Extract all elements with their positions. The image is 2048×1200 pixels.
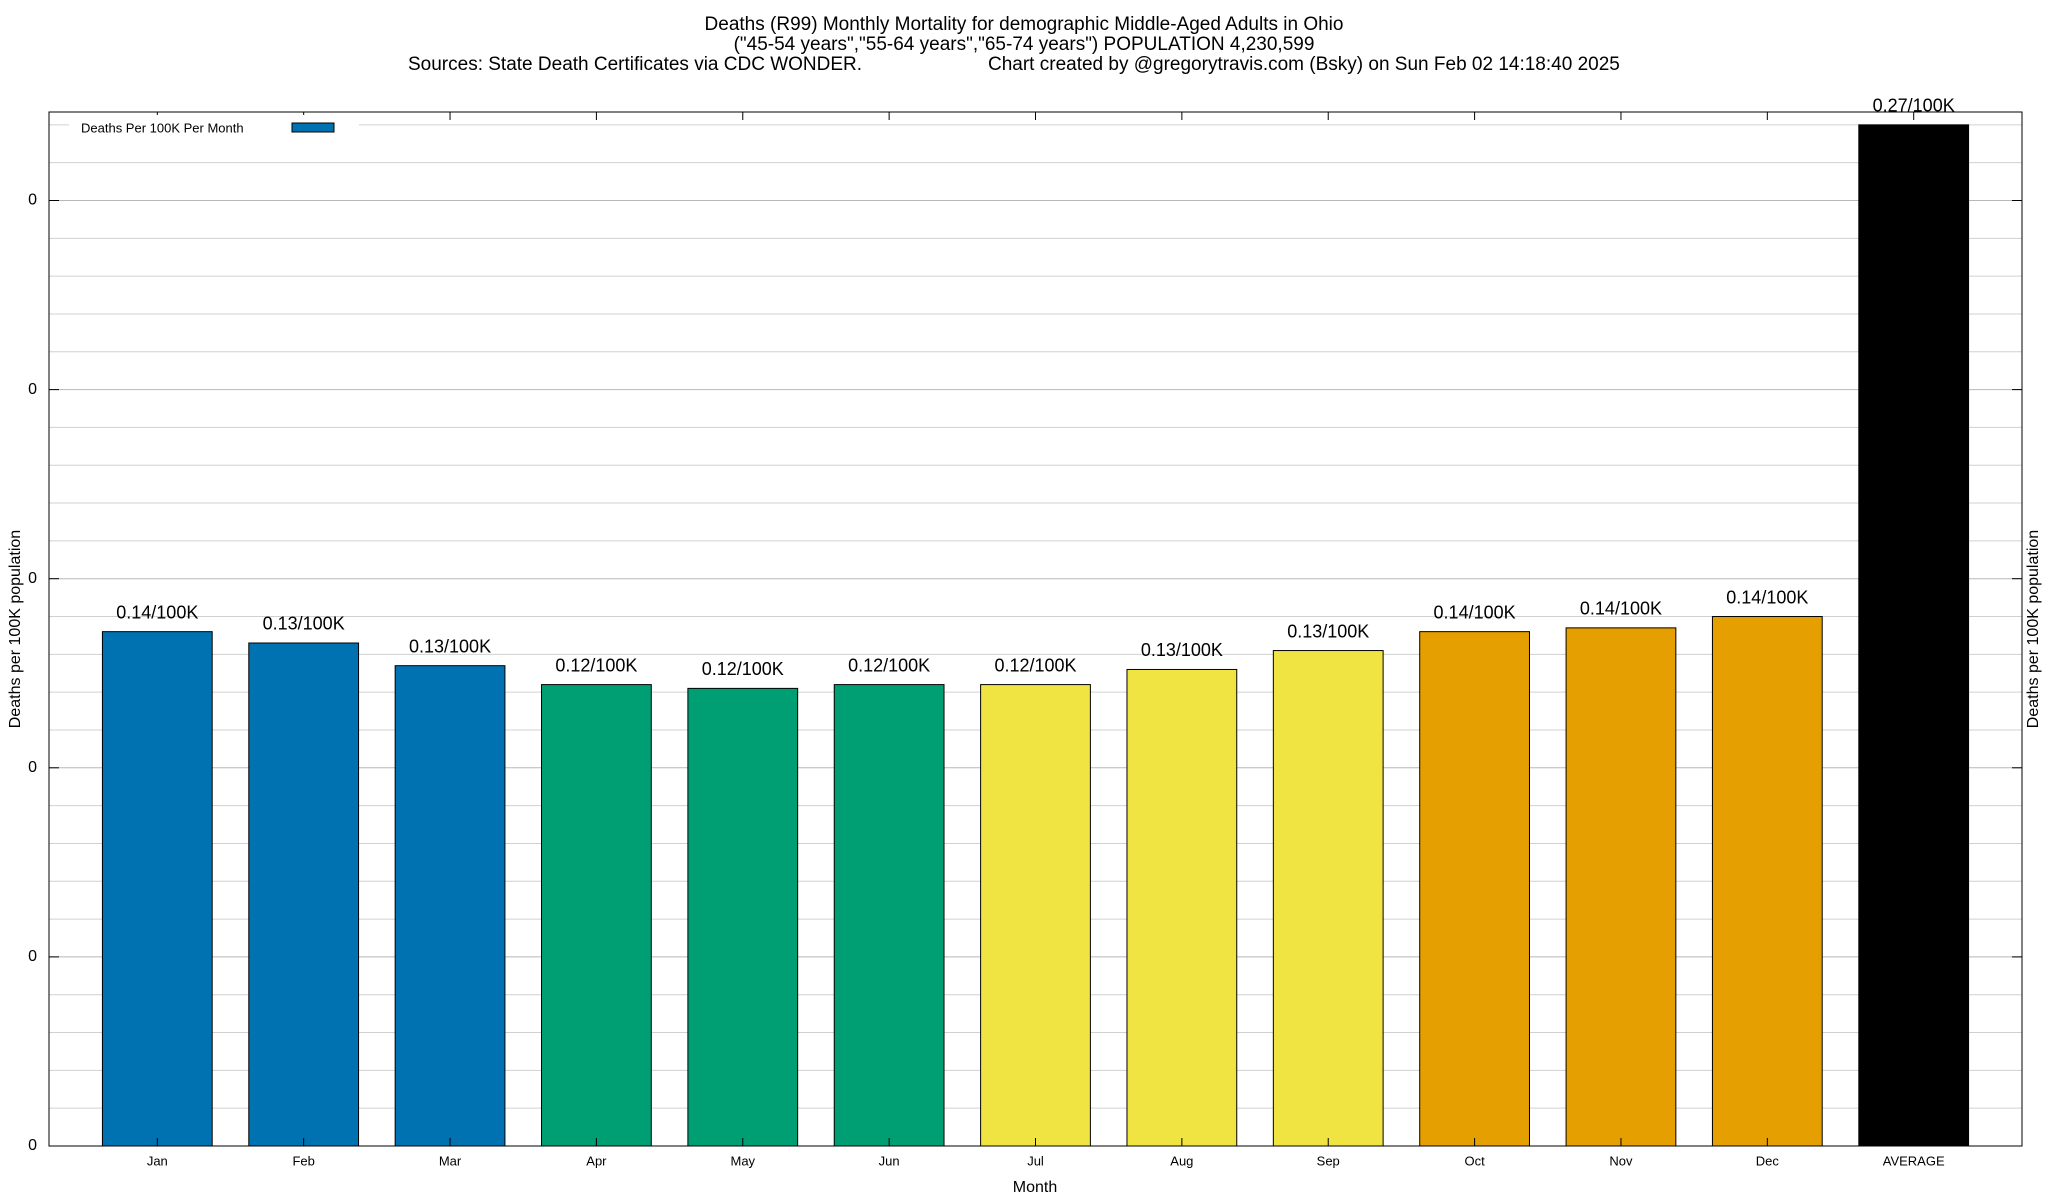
y-tick-label: 0 [28, 381, 37, 398]
y2-axis-label: Deaths per 100K population [2025, 530, 2042, 728]
legend-label: Deaths Per 100K Per Month [81, 120, 244, 135]
chart-title: Deaths (R99) Monthly Mortality for demog… [705, 14, 1344, 35]
x-tick-label: Jun [879, 1153, 900, 1168]
bar [541, 684, 652, 1146]
value-label: 0.14/100K [1726, 587, 1808, 607]
y-tick-label: 0 [28, 570, 37, 587]
value-label: 0.14/100K [1434, 602, 1516, 622]
x-tick-label: Dec [1756, 1153, 1780, 1168]
bar [833, 684, 945, 1146]
value-label: 0.13/100K [1141, 640, 1223, 660]
y-axis-label: Deaths per 100K population [7, 530, 24, 728]
value-label: 0.12/100K [702, 659, 784, 679]
source: Sources: State Death Certificates via CD… [408, 54, 862, 75]
bar [248, 642, 360, 1146]
legend-bg [69, 115, 359, 137]
legend-swatch [291, 122, 335, 133]
bar [1565, 627, 1677, 1146]
credit: Chart created by @gregorytravis.com (Bsk… [988, 54, 1620, 75]
bar [980, 684, 1091, 1146]
value-label: 0.14/100K [116, 602, 198, 622]
x-tick-label: Jan [147, 1153, 168, 1168]
value-label: 0.13/100K [409, 636, 491, 656]
y-tick-label: 0 [28, 1137, 37, 1154]
plot-frame [48, 111, 2023, 1147]
value-label: 0.27/100K [1873, 96, 1955, 116]
bar [1858, 124, 1970, 1146]
x-tick-label: Oct [1464, 1153, 1485, 1168]
x-tick-label: May [730, 1153, 755, 1168]
chart-subtitle: ("45-54 years","55-64 years","65-74 year… [734, 34, 1315, 55]
x-tick-label: Feb [292, 1153, 314, 1168]
y-tick-label: 0 [28, 192, 37, 209]
bar [1126, 668, 1238, 1146]
value-label: 0.14/100K [1580, 599, 1662, 619]
value-label: 0.12/100K [994, 655, 1076, 675]
x-tick-label: Nov [1609, 1153, 1633, 1168]
bar [1419, 631, 1530, 1146]
x-tick-label: Aug [1170, 1153, 1193, 1168]
value-label: 0.13/100K [263, 614, 345, 634]
x-tick-label: Apr [586, 1153, 607, 1168]
x-tick-label: Mar [439, 1153, 462, 1168]
bar [1711, 616, 1823, 1146]
value-label: 0.13/100K [1287, 621, 1369, 641]
bars [101, 124, 1970, 1146]
x-tick-label: Jul [1027, 1153, 1044, 1168]
value-label: 0.12/100K [848, 655, 930, 675]
value-label: 0.12/100K [555, 655, 637, 675]
bar [101, 631, 213, 1146]
bar [394, 665, 506, 1146]
bar [1272, 650, 1384, 1146]
x-tick-label: Sep [1317, 1153, 1340, 1168]
y-tick-label: 0 [28, 759, 37, 776]
x-axis-label: Month [1013, 1179, 1057, 1196]
x-tick-label: AVERAGE [1883, 1153, 1945, 1168]
bar [687, 687, 799, 1146]
y-tick-label: 0 [28, 948, 37, 965]
